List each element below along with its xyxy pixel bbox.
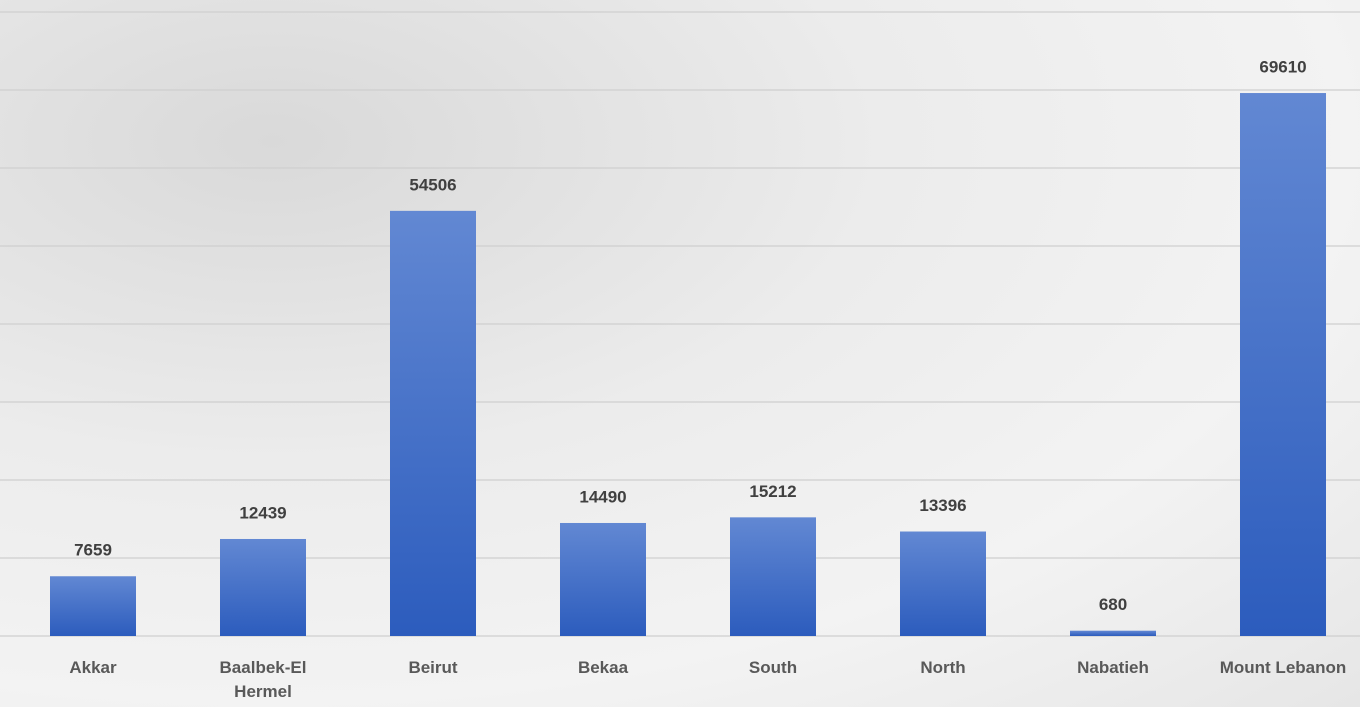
bar [1070, 630, 1156, 636]
bar [390, 210, 476, 636]
data-label: 12439 [239, 503, 286, 522]
bar [220, 538, 306, 636]
x-tick-label: Nabatieh [1077, 658, 1149, 677]
x-tick-label: Akkar [69, 658, 117, 677]
bar [1240, 93, 1326, 637]
data-label: 7659 [74, 541, 112, 560]
x-tick-label: Bekaa [577, 658, 629, 677]
x-tick-label: Mount Lebanon [1219, 658, 1347, 677]
data-label: 13396 [919, 496, 966, 515]
x-tick-label: North [920, 658, 966, 677]
data-label: 54506 [409, 175, 456, 194]
bar [900, 531, 986, 636]
data-label: 14490 [579, 487, 626, 506]
data-label: 69610 [1259, 58, 1306, 77]
x-tick-label: Beirut [408, 658, 458, 677]
data-label: 680 [1099, 595, 1127, 614]
x-tick-label: South [748, 658, 798, 677]
bar [50, 576, 136, 636]
bar [560, 522, 646, 636]
x-tick-label: Baalbek-El Hermel [219, 658, 307, 701]
bar [730, 517, 816, 636]
data-label: 15212 [749, 482, 796, 501]
